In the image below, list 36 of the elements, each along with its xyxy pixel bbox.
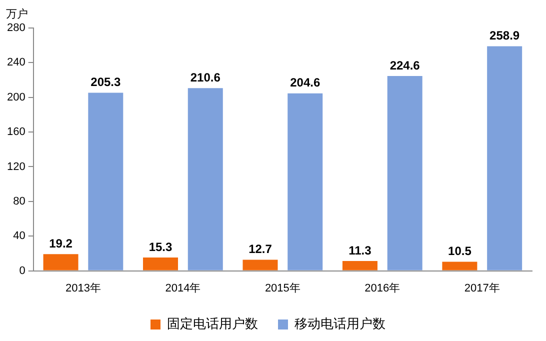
data-label: 11.3 [348, 243, 372, 258]
data-label: 204.6 [290, 76, 320, 90]
bar [88, 92, 124, 270]
data-label: 210.6 [190, 70, 221, 84]
x-tick-label: 2013年 [65, 282, 101, 294]
y-tick-label: 240 [6, 56, 26, 69]
x-tick-label: 2016年 [364, 282, 400, 294]
bar [288, 93, 323, 270]
y-tick-label: 40 [13, 230, 26, 242]
y-tick-label: 280 [6, 22, 26, 34]
x-tick-label: 2017年 [464, 282, 500, 294]
data-label: 12.7 [248, 242, 272, 256]
bar [143, 258, 178, 270]
y-tick-label: 0 [19, 264, 26, 277]
y-tick-label: 80 [13, 195, 26, 208]
y-axis-title: 万户 [6, 8, 28, 21]
data-label: 224.6 [390, 58, 420, 72]
data-label: 15.3 [148, 240, 173, 254]
bar [242, 260, 278, 270]
legend-label: 固定电话用户数 [167, 316, 258, 332]
y-tick-label: 160 [6, 126, 26, 138]
data-label: 19.2 [49, 236, 73, 250]
y-tick-label: 200 [6, 91, 26, 104]
x-tick-label: 2015年 [264, 282, 300, 294]
bar [188, 88, 223, 270]
data-label: 205.3 [90, 75, 121, 90]
legend-label: 移动电话用户数 [294, 316, 386, 332]
bar [387, 76, 422, 270]
x-tick-label: 2014年 [165, 282, 201, 294]
y-tick-label: 120 [6, 160, 26, 173]
data-label: 258.9 [490, 28, 520, 43]
bar [487, 46, 522, 270]
data-label: 10.5 [448, 244, 472, 258]
bar [342, 261, 378, 270]
bar [442, 262, 478, 270]
bar [43, 254, 78, 270]
